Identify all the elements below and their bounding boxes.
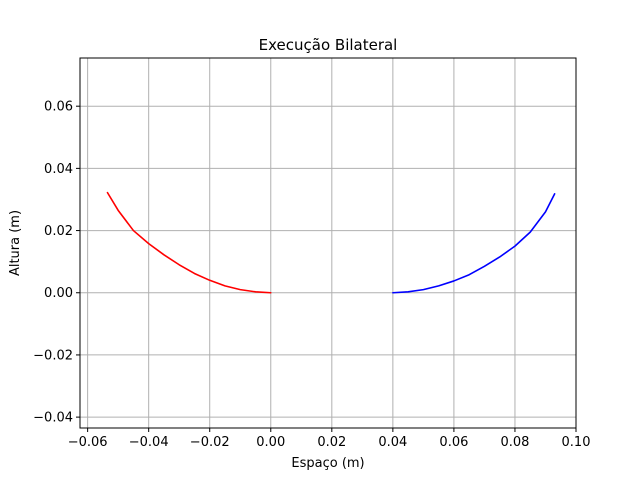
- y-tick-label: −0.02: [33, 348, 73, 363]
- y-axis-label: Altura (m): [8, 210, 23, 276]
- y-tick-label: 0.04: [44, 162, 73, 177]
- y-tick-label: 0.00: [44, 286, 73, 301]
- x-tick-label: 0.02: [317, 435, 346, 450]
- y-tick-label: 0.02: [44, 224, 73, 239]
- x-tick-label: 0.10: [562, 435, 591, 450]
- plot-frame: [79, 57, 577, 429]
- x-tick-label: 0.04: [378, 435, 407, 450]
- x-tick-label: 0.08: [500, 435, 529, 450]
- x-tick-label: 0.06: [439, 435, 468, 450]
- series-line-1: [106, 191, 272, 294]
- x-tick-label: 0.00: [256, 435, 285, 450]
- y-tick-label: 0.06: [44, 100, 73, 115]
- x-tick-label: −0.04: [129, 435, 169, 450]
- x-tick-label: −0.02: [190, 435, 230, 450]
- series-line-2: [392, 193, 556, 294]
- y-tick-label: −0.04: [33, 411, 73, 426]
- tick-layer: −0.06 −0.04 −0.02 0.00 0.02 0.04 0.06 0.08 0.10 −…: [33, 100, 590, 450]
- x-tick-label: −0.06: [68, 435, 108, 450]
- x-axis-label: Espaço (m): [291, 456, 364, 471]
- chart-title: Execução Bilateral: [259, 36, 398, 54]
- grid-layer: [80, 58, 577, 428]
- series-layer: [106, 191, 556, 294]
